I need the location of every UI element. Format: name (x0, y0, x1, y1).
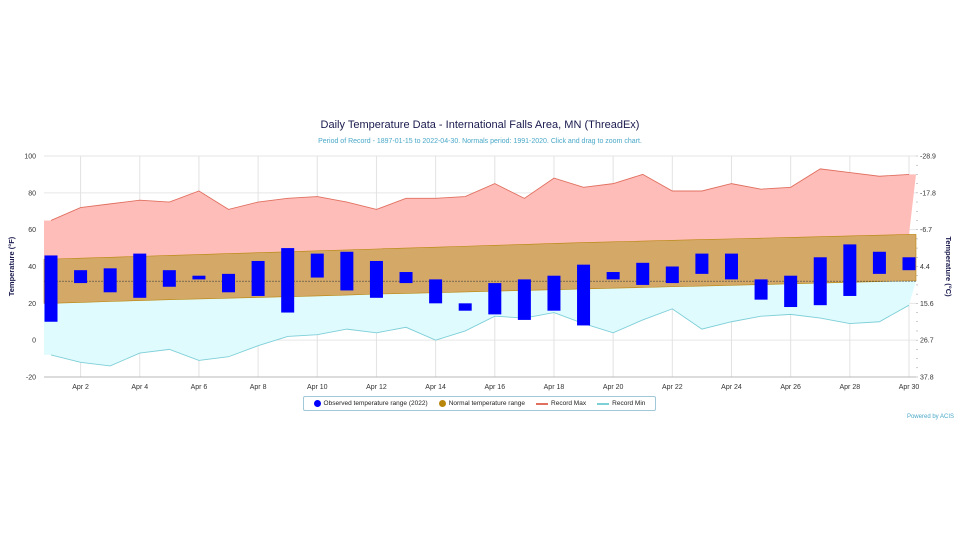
fill-layer (43, 168, 917, 367)
observed-bar[interactable] (74, 270, 88, 284)
y2-tick-label: 37.8 (920, 375, 934, 382)
legend-item-observed[interactable]: Observed temperature range (2022) (313, 400, 428, 407)
observed-bar[interactable] (369, 260, 383, 298)
x-tick-label: Apr 4 (131, 384, 148, 391)
y-axis-title: Temperature (°F) (7, 236, 16, 296)
legend-record-max-label: Record Max (551, 400, 587, 407)
legend-observed-label: Observed temperature range (2022) (323, 400, 428, 407)
legend-normal-label: Normal temperature range (448, 400, 525, 407)
observed-bar[interactable] (872, 251, 886, 274)
y-tick-label: 80 (28, 190, 36, 197)
y-tick-label: 20 (28, 301, 36, 308)
x-tick-label: Apr 24 (721, 384, 742, 391)
observed-bar[interactable] (281, 248, 295, 313)
x-tick-label: Apr 6 (191, 384, 208, 391)
observed-bar[interactable] (222, 273, 236, 293)
legend-record-min-marker (597, 402, 610, 405)
observed-bar[interactable] (517, 279, 531, 320)
y2-tick-label: 15.6 (920, 301, 934, 308)
legend-normal-marker (438, 400, 446, 407)
legend-record-max-marker (536, 402, 549, 405)
observed-bar[interactable] (340, 251, 354, 291)
y2-axis-title: Temperature (°C) (944, 236, 953, 297)
x-tick-label: Apr 10 (307, 384, 328, 391)
x-tick-label: Apr 16 (484, 384, 505, 391)
observed-bar[interactable] (547, 275, 561, 311)
observed-bar[interactable] (754, 279, 768, 300)
legend-item-record-max[interactable]: Record Max (536, 400, 586, 407)
observed-bar[interactable] (695, 253, 709, 274)
observed-bar[interactable] (488, 283, 502, 315)
record-max-area (44, 168, 916, 260)
y-tick-label: 100 (24, 154, 36, 161)
y2-tick-label: -6.7 (920, 227, 932, 234)
chart-legend: Observed temperature range (2022) Normal… (303, 396, 656, 411)
x-tick-label: Apr 28 (840, 384, 861, 391)
y-tick-label: 60 (28, 227, 36, 234)
observed-bar[interactable] (44, 255, 58, 322)
x-tick-label: Apr 8 (250, 384, 267, 391)
y-tick-label: 40 (28, 264, 36, 271)
x-tick-label: Apr 20 (603, 384, 624, 391)
legend-item-normal[interactable]: Normal temperature range (438, 400, 525, 407)
x-tick-label: Apr 22 (662, 384, 683, 391)
chart-subtitle: Period of Record - 1897-01-15 to 2022-04… (318, 138, 642, 145)
observed-bar[interactable] (162, 270, 176, 287)
record-min-line (50, 304, 910, 367)
observed-bar[interactable] (902, 257, 916, 271)
observed-bar[interactable] (606, 272, 620, 280)
observed-bar[interactable] (251, 260, 265, 296)
observed-bar[interactable] (192, 275, 206, 280)
legend-record-min-label: Record Min (612, 400, 646, 407)
y-tick-label: -20 (26, 375, 36, 382)
observed-bar[interactable] (103, 268, 117, 293)
chart-title: Daily Temperature Data - International F… (320, 119, 640, 131)
observed-bar[interactable] (133, 253, 147, 298)
bar-layer (44, 244, 916, 326)
y2-tick-label: 26.7 (920, 338, 934, 345)
observed-bar[interactable] (843, 244, 857, 296)
observed-bar[interactable] (636, 262, 650, 285)
observed-bar[interactable] (784, 275, 798, 308)
y2-tick-label: -17.8 (920, 190, 936, 197)
observed-bar[interactable] (429, 279, 443, 304)
axis-layer: -20 37.8 0 26.7 20 15.6 40 4.4 60 -6.7 80 -17.8 100 -… (7, 154, 953, 392)
x-tick-label: Apr 18 (544, 384, 565, 391)
x-tick-label: Apr 2 (72, 384, 89, 391)
x-tick-label: Apr 30 (899, 384, 920, 391)
legend-observed-marker (313, 400, 321, 407)
observed-bar[interactable] (813, 257, 827, 306)
x-tick-label: Apr 26 (780, 384, 801, 391)
observed-bar[interactable] (310, 253, 324, 278)
y2-tick-label: -28.9 (920, 154, 936, 161)
x-tick-label: Apr 14 (425, 384, 446, 391)
observed-bar[interactable] (577, 264, 591, 326)
y-tick-label: 0 (32, 338, 36, 345)
record-max-line (50, 168, 910, 221)
observed-bar[interactable] (724, 253, 738, 280)
observed-bar[interactable] (458, 303, 472, 311)
x-tick-label: Apr 12 (366, 384, 387, 391)
legend-item-record-min[interactable]: Record Min (597, 400, 645, 407)
observed-bar[interactable] (399, 272, 413, 284)
y2-tick-label: 4.4 (920, 264, 930, 271)
powered-by-credit[interactable]: Powered by ACIS (906, 414, 954, 420)
observed-bar[interactable] (665, 266, 679, 284)
